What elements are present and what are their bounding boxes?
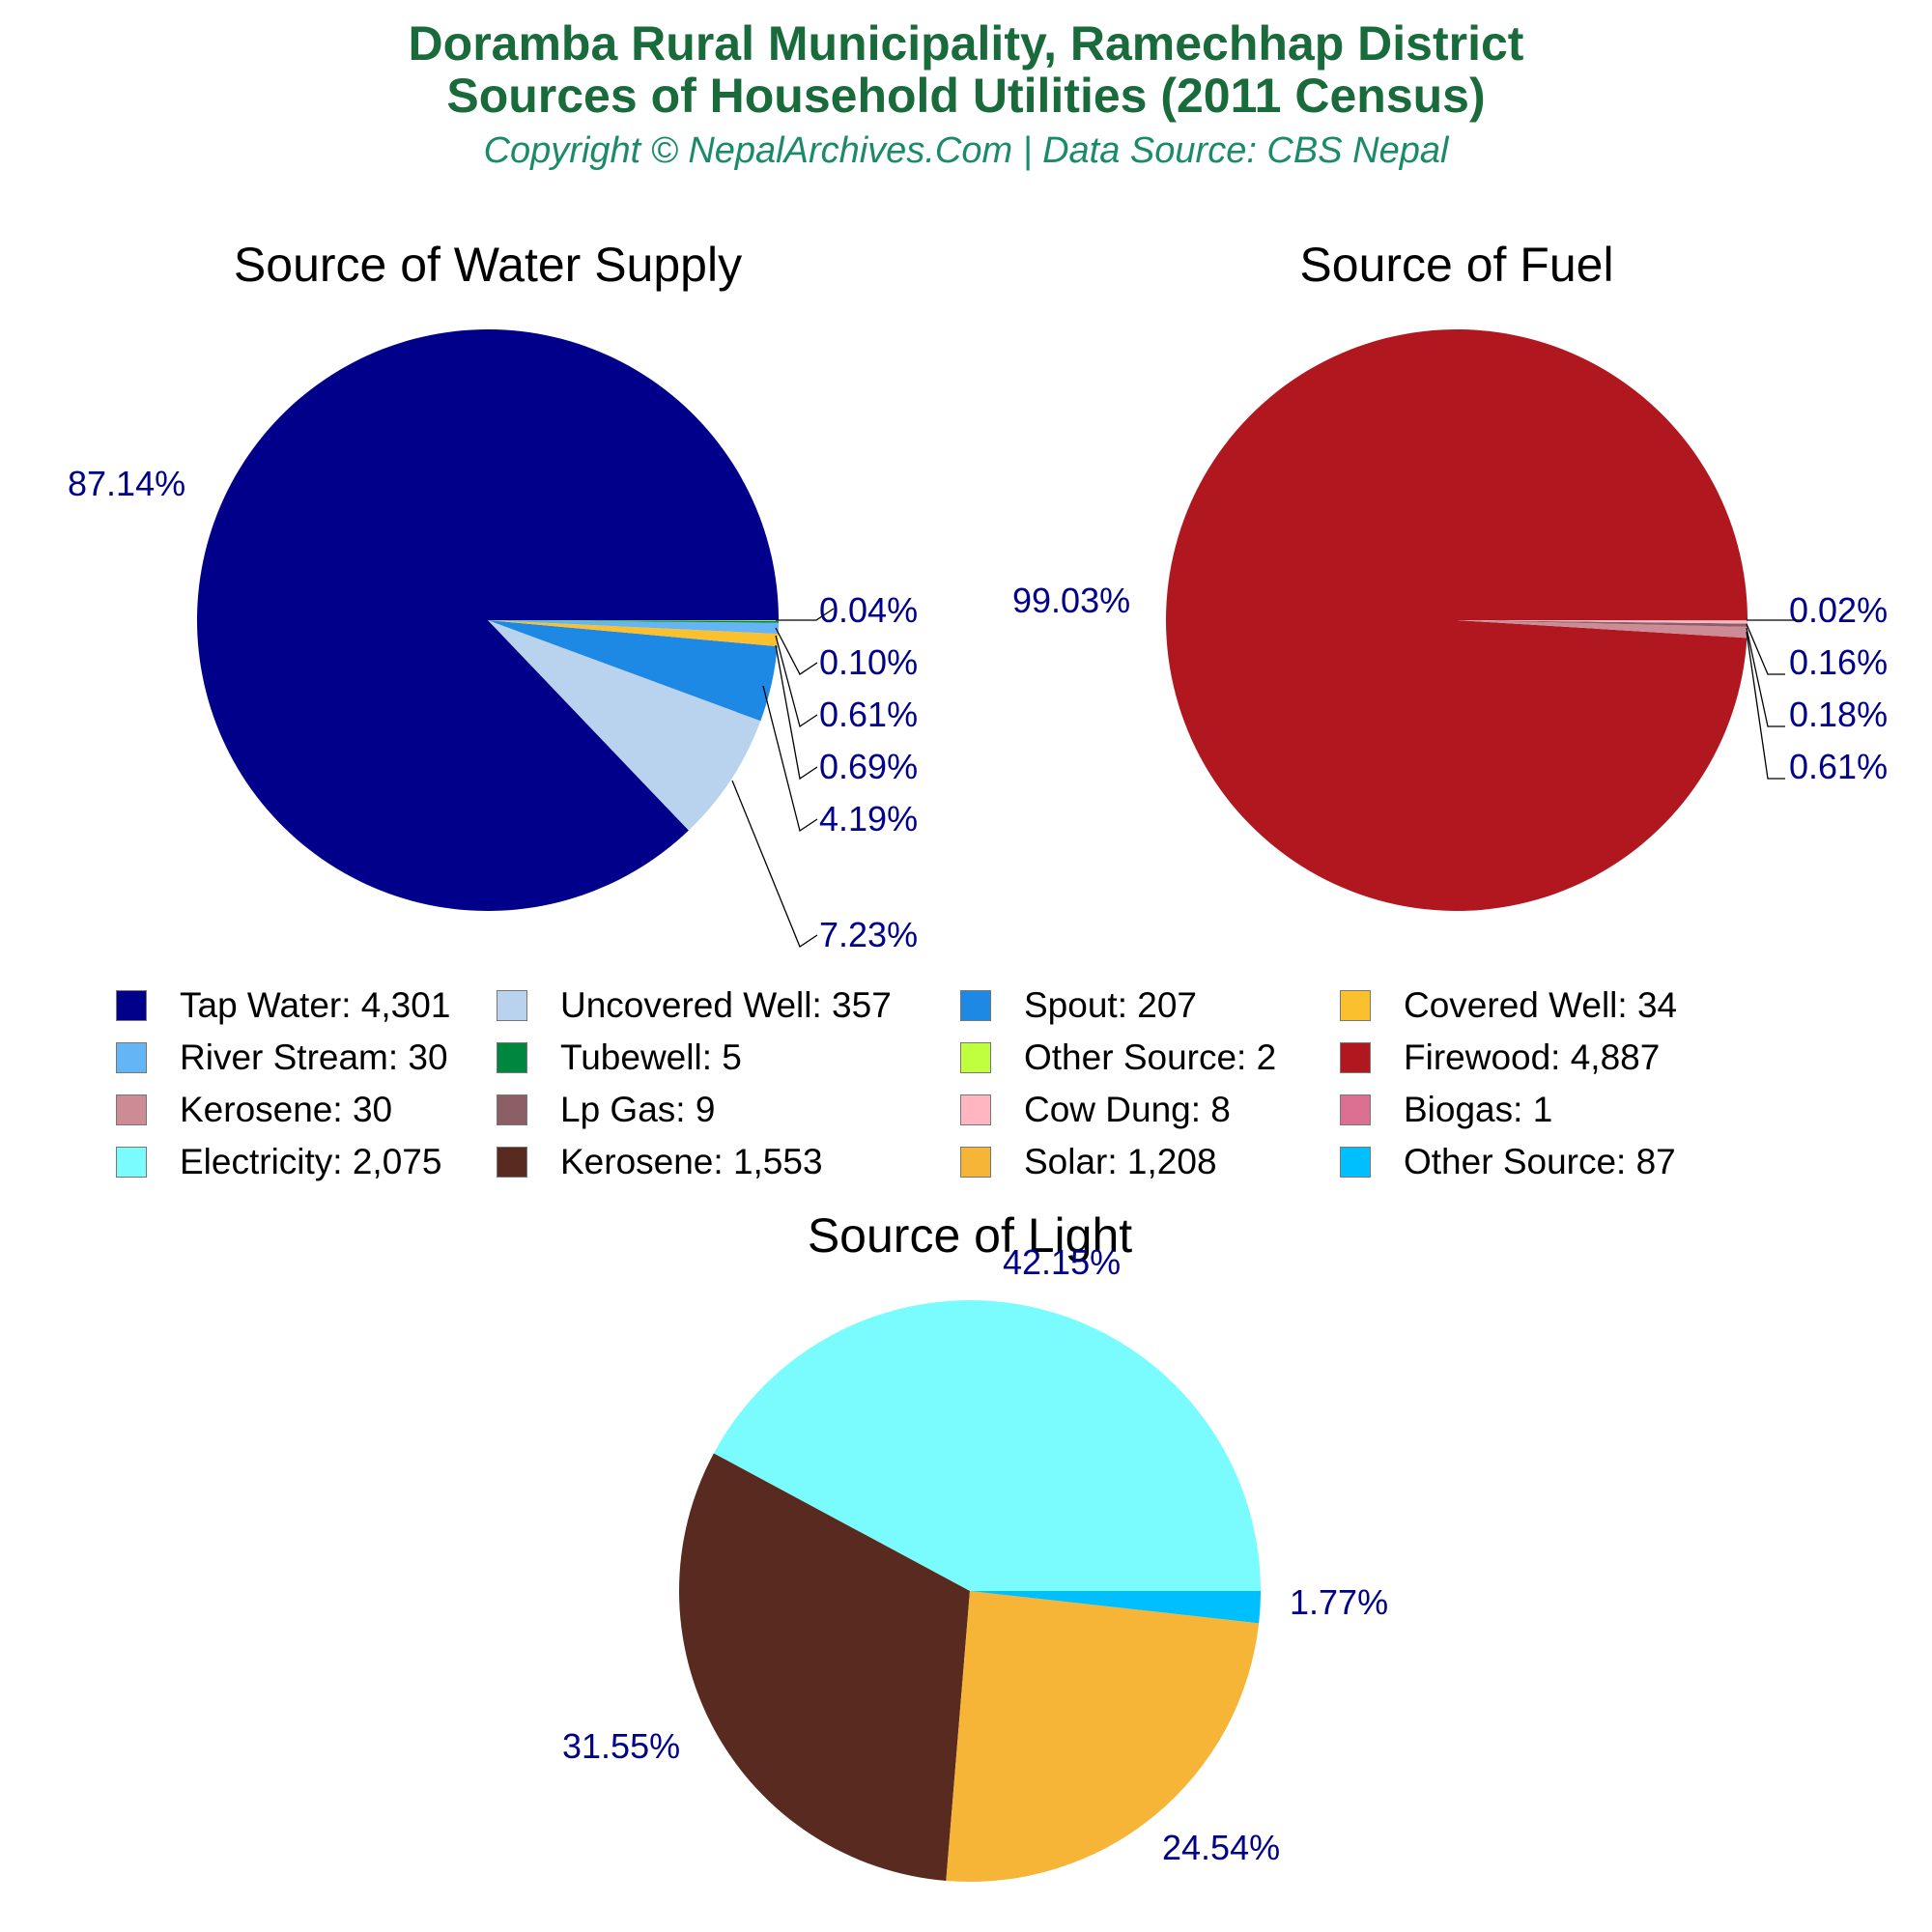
legend-swatch bbox=[497, 990, 527, 1021]
percent-label: 99.03% bbox=[1012, 581, 1130, 620]
legend-label: Tubewell: 5 bbox=[560, 1037, 742, 1077]
legend-label: Kerosene: 1,553 bbox=[560, 1142, 823, 1181]
legend-item: Kerosene: 1,553 bbox=[497, 1140, 960, 1184]
water-chart-title: Source of Water Supply bbox=[233, 238, 743, 292]
legend-swatch bbox=[116, 1094, 147, 1125]
legend-swatch bbox=[497, 1094, 527, 1125]
percent-label: 0.61% bbox=[1789, 747, 1888, 786]
pie-slice bbox=[946, 1591, 1260, 1882]
pie-slice bbox=[488, 620, 779, 647]
pie-slice bbox=[488, 620, 779, 621]
legend-swatch bbox=[497, 1147, 527, 1178]
legend-item: Firewood: 4,887 bbox=[1340, 1036, 1726, 1080]
legend-swatch bbox=[960, 1147, 991, 1178]
legend-item: Lp Gas: 9 bbox=[497, 1088, 960, 1132]
pie-slice bbox=[970, 1591, 1261, 1624]
legend-swatch bbox=[960, 990, 991, 1021]
percent-label: 87.14% bbox=[68, 464, 185, 503]
percent-label: 31.55% bbox=[562, 1726, 680, 1766]
pie-slice bbox=[1457, 620, 1747, 627]
light-chart-title: Source of Light bbox=[807, 1208, 1133, 1263]
legend-swatch bbox=[116, 1042, 147, 1073]
percent-label: 24.54% bbox=[1162, 1828, 1280, 1867]
percent-label: 0.18% bbox=[1789, 695, 1888, 734]
legend-swatch bbox=[1340, 1042, 1371, 1073]
percent-label: 0.04% bbox=[819, 590, 918, 630]
percent-label: 1.77% bbox=[1290, 1582, 1388, 1622]
legend-label: Kerosene: 30 bbox=[180, 1090, 393, 1129]
legend-label: Other Source: 87 bbox=[1404, 1142, 1676, 1181]
legend-label: Other Source: 2 bbox=[1024, 1037, 1277, 1077]
legend-swatch bbox=[116, 1147, 147, 1178]
chart-title-line2: Sources of Household Utilities (2011 Cen… bbox=[446, 69, 1486, 123]
pie-slice bbox=[1457, 620, 1747, 624]
pie-slice bbox=[713, 1300, 1261, 1591]
legend-label: Spout: 207 bbox=[1024, 985, 1197, 1025]
chart-title-line1: Doramba Rural Municipality, Ramechhap Di… bbox=[408, 16, 1524, 71]
legend-item: Tubewell: 5 bbox=[497, 1036, 960, 1080]
legend-label: Firewood: 4,887 bbox=[1404, 1037, 1661, 1077]
legend-label: Lp Gas: 9 bbox=[560, 1090, 716, 1129]
chart-subtitle: Copyright © NepalArchives.Com | Data Sou… bbox=[483, 130, 1449, 171]
pie-slice bbox=[488, 620, 761, 831]
legend-item: Electricity: 2,075 bbox=[116, 1140, 497, 1184]
percent-label: 0.61% bbox=[819, 695, 918, 734]
legend-swatch bbox=[497, 1042, 527, 1073]
pie-slice bbox=[678, 1453, 970, 1881]
legend-label: Uncovered Well: 357 bbox=[560, 985, 892, 1025]
percent-label: 4.19% bbox=[819, 799, 918, 838]
legend-label: Tap Water: 4,301 bbox=[180, 985, 451, 1025]
legend-label: Covered Well: 34 bbox=[1404, 985, 1678, 1025]
legend-label: Electricity: 2,075 bbox=[180, 1142, 442, 1181]
pie-slice bbox=[488, 620, 779, 635]
percent-label: 42.15% bbox=[1003, 1242, 1121, 1282]
percent-label: 0.16% bbox=[1789, 642, 1888, 682]
legend-item: Other Source: 2 bbox=[960, 1036, 1340, 1080]
legend-item: Uncovered Well: 357 bbox=[497, 983, 960, 1028]
legend-item: Other Source: 87 bbox=[1340, 1140, 1726, 1184]
legend-item: Tap Water: 4,301 bbox=[116, 983, 497, 1028]
percent-label: 0.02% bbox=[1789, 590, 1888, 630]
legend-swatch bbox=[1340, 990, 1371, 1021]
legend-item: Solar: 1,208 bbox=[960, 1140, 1340, 1184]
legend-swatch bbox=[960, 1042, 991, 1073]
pie-slice bbox=[488, 620, 779, 623]
pie-slice bbox=[488, 620, 778, 722]
legend-item: Kerosene: 30 bbox=[116, 1088, 497, 1132]
percent-label: 0.69% bbox=[819, 747, 918, 786]
percent-label: 7.23% bbox=[819, 915, 918, 954]
legend-item: Covered Well: 34 bbox=[1340, 983, 1726, 1028]
legend-item: River Stream: 30 bbox=[116, 1036, 497, 1080]
legend-item: Cow Dung: 8 bbox=[960, 1088, 1340, 1132]
legend-swatch bbox=[1340, 1147, 1371, 1178]
legend-swatch bbox=[116, 990, 147, 1021]
legend: Tap Water: 4,301 Uncovered Well: 357 Spout… bbox=[116, 983, 1726, 1184]
legend-item: Spout: 207 bbox=[960, 983, 1340, 1028]
legend-label: Biogas: 1 bbox=[1404, 1090, 1553, 1129]
legend-label: River Stream: 30 bbox=[180, 1037, 448, 1077]
pie-slice bbox=[1457, 620, 1747, 639]
legend-label: Solar: 1,208 bbox=[1024, 1142, 1217, 1181]
legend-label: Cow Dung: 8 bbox=[1024, 1090, 1231, 1129]
legend-swatch bbox=[960, 1094, 991, 1125]
percent-label: 0.10% bbox=[819, 642, 918, 682]
pie-slice bbox=[1166, 329, 1747, 912]
legend-item: Biogas: 1 bbox=[1340, 1088, 1726, 1132]
fuel-chart-title: Source of Fuel bbox=[1299, 238, 1614, 292]
legend-swatch bbox=[1340, 1094, 1371, 1125]
